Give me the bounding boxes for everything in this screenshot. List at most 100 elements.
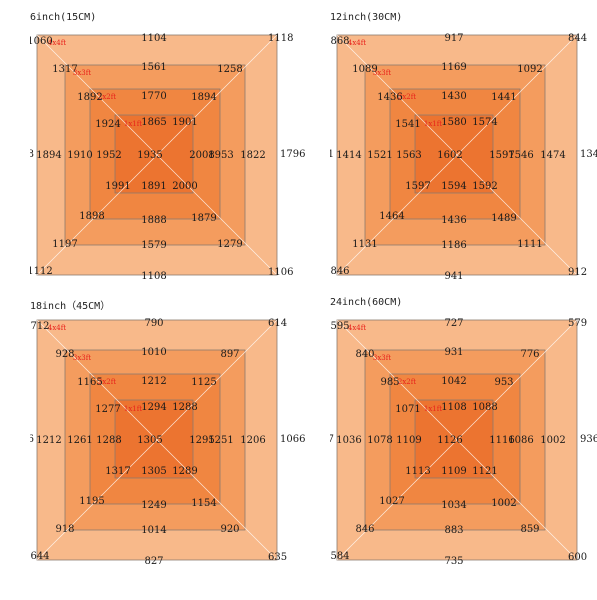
value-outer-br: 1106 <box>268 267 293 278</box>
value-ring3-b: 1249 <box>141 500 166 511</box>
value-ring3-br: 1002 <box>491 498 516 509</box>
value-ring4-tr: 1092 <box>517 64 542 75</box>
value-outer-bl: 846 <box>330 266 349 277</box>
value-outer-l: 957 <box>330 434 334 445</box>
value-ring4-r: 1002 <box>540 435 565 446</box>
value-ring4-tr: 776 <box>520 349 539 360</box>
diagonal-line <box>336 34 578 276</box>
value-ring2-r: 1116 <box>489 435 514 446</box>
value-ring3-bl: 1464 <box>379 211 404 222</box>
value-outer-tr: 579 <box>568 318 587 329</box>
panel-title: 18inch（45CM） <box>30 301 111 312</box>
value-outer-b: 1108 <box>141 271 166 282</box>
value-ring2-bl: 1991 <box>105 181 130 192</box>
value-outer-t: 727 <box>444 318 463 329</box>
zone-size-label: 3x3ft <box>73 69 91 77</box>
value-ring2-tr: 1088 <box>472 402 497 413</box>
value-outer-b: 827 <box>144 556 163 567</box>
panel-12inch: 12inch(30CM) 4x4ft 3x3ft 2x2ft 1x1ft 868 917 8… <box>330 12 597 302</box>
zone-size-label: 1x1ft <box>124 405 142 413</box>
value-ring4-b: 1186 <box>441 240 466 251</box>
value-outer-t: 790 <box>144 318 163 329</box>
value-ring2-tl: 1071 <box>395 404 420 415</box>
value-center: 1305 <box>137 435 162 446</box>
value-outer-bl: 584 <box>330 551 349 562</box>
ppfd-diagram: 4x4ft 3x3ft 2x2ft 1x1ft 712 790 614 1066 635 827 6… <box>30 318 305 567</box>
value-ring4-br: 920 <box>220 524 239 535</box>
value-outer-t: 917 <box>444 33 463 44</box>
value-ring3-br: 1879 <box>191 213 216 224</box>
value-ring2-tl: 1541 <box>395 119 420 130</box>
value-ring3-tl: 1436 <box>377 92 402 103</box>
value-outer-br: 600 <box>568 552 587 563</box>
value-outer-r: 1066 <box>280 434 305 445</box>
value-outer-b: 941 <box>444 271 463 282</box>
panel-title: 12inch(30CM) <box>330 12 403 23</box>
value-ring4-r: 1822 <box>240 150 265 161</box>
value-ring2-b: 1594 <box>441 181 466 192</box>
value-center: 1935 <box>137 150 162 161</box>
value-ring2-b: 1891 <box>141 181 166 192</box>
value-ring3-b: 1034 <box>441 500 466 511</box>
value-ring2-t: 1294 <box>141 402 166 413</box>
value-ring3-tr: 1894 <box>191 92 216 103</box>
value-ring4-tl: 1089 <box>352 64 377 75</box>
zone-size-label: 1x1ft <box>424 405 442 413</box>
value-ring4-tl: 1317 <box>52 64 77 75</box>
ppfd-diagram: 4x4ft 3x3ft 2x2ft 1x1ft 1060 1104 1118 1796 1106… <box>30 33 305 282</box>
value-outer-b: 735 <box>444 556 463 567</box>
value-ring3-t: 1770 <box>141 91 166 102</box>
value-ring3-tr: 1441 <box>491 92 516 103</box>
zone-size-label: 4x4ft <box>48 39 66 47</box>
value-outer-tr: 844 <box>568 33 587 44</box>
value-ring4-l: 1894 <box>36 150 61 161</box>
value-ring2-r: 2008 <box>189 150 214 161</box>
value-ring2-r: 1295 <box>189 435 214 446</box>
diagonal-line <box>336 319 578 561</box>
zone-size-label: 3x3ft <box>373 69 391 77</box>
value-ring4-tl: 840 <box>355 349 374 360</box>
value-ring3-tl: 1892 <box>77 92 102 103</box>
value-outer-br: 912 <box>568 267 587 278</box>
value-ring4-t: 931 <box>444 347 463 358</box>
zone-6inch(15CM)-3 <box>114 114 194 194</box>
zone-24inch(60CM)-3 <box>414 399 494 479</box>
value-ring2-tl: 1924 <box>95 119 120 130</box>
value-ring4-t: 1561 <box>141 62 166 73</box>
value-ring4-bl: 846 <box>355 524 374 535</box>
value-ring2-l: 1109 <box>396 435 421 446</box>
value-ring3-b: 1436 <box>441 215 466 226</box>
value-outer-tl: 1060 <box>30 36 53 47</box>
value-ring3-bl: 1195 <box>79 496 104 507</box>
value-ring3-tr: 1125 <box>191 377 216 388</box>
zone-size-label: 2x2ft <box>98 93 116 101</box>
value-ring4-bl: 918 <box>55 524 74 535</box>
value-ring3-tr: 953 <box>494 377 513 388</box>
value-ring4-br: 1111 <box>517 239 542 250</box>
value-ring3-br: 1154 <box>191 498 216 509</box>
value-ring4-t: 1010 <box>141 347 166 358</box>
zone-size-label: 4x4ft <box>348 39 366 47</box>
value-ring4-tr: 1258 <box>217 64 242 75</box>
value-ring4-l: 1036 <box>336 435 361 446</box>
value-ring4-l: 1414 <box>336 150 361 161</box>
value-ring3-r: 1086 <box>508 435 533 446</box>
value-ring2-tr: 1288 <box>172 402 197 413</box>
value-ring4-l: 1212 <box>36 435 61 446</box>
zone-size-label: 4x4ft <box>48 324 66 332</box>
value-ring3-br: 1489 <box>491 213 516 224</box>
value-ring2-r: 1597 <box>489 150 514 161</box>
value-ring4-b: 1014 <box>141 525 166 536</box>
value-center: 1126 <box>437 435 462 446</box>
zone-size-label: 1x1ft <box>124 120 142 128</box>
zone-size-label: 2x2ft <box>98 378 116 386</box>
value-ring2-b: 1305 <box>141 466 166 477</box>
value-ring4-br: 1279 <box>217 239 242 250</box>
value-ring2-bl: 1597 <box>405 181 430 192</box>
value-outer-tr: 614 <box>268 318 287 329</box>
value-outer-bl: 644 <box>30 551 49 562</box>
zone-size-label: 1x1ft <box>424 120 442 128</box>
value-outer-bl: 1112 <box>30 266 53 277</box>
zone-size-label: 4x4ft <box>348 324 366 332</box>
value-outer-l: 1858 <box>30 149 34 160</box>
